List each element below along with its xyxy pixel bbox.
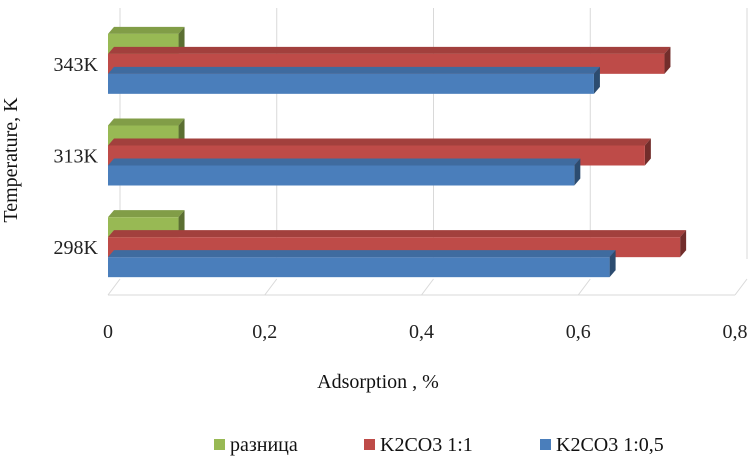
y-tick-labels: 298K 313K 343K — [54, 54, 99, 259]
bar-top-face — [108, 158, 581, 166]
bar-top-face — [108, 210, 185, 218]
bar-313K-K2CO3-1-0-5 — [108, 158, 581, 186]
bar-top-face — [108, 66, 600, 74]
y-tick-label: 343K — [54, 54, 99, 76]
floor-gridline — [734, 278, 748, 296]
legend-swatch — [540, 439, 551, 450]
bar-side-face — [609, 250, 616, 278]
bar-front-face — [108, 73, 594, 94]
bar-top-face — [108, 138, 651, 146]
legend-item: K2CO3 1:1 — [364, 434, 473, 456]
bar-top-face — [108, 26, 185, 34]
bar-side-face — [644, 138, 651, 166]
floor-gridline — [107, 278, 121, 296]
legend-label: K2CO3 1:1 — [380, 434, 473, 456]
bars — [108, 26, 687, 278]
bar-top-face — [108, 46, 671, 54]
y-tick-label: 313K — [54, 146, 99, 168]
bar-top-face — [108, 250, 616, 258]
legend-label: K2CO3 1:0,5 — [556, 434, 664, 456]
x-tick-label: 0 — [103, 321, 113, 343]
bar-side-face — [593, 66, 600, 94]
bar-front-face — [108, 257, 610, 278]
x-tick-label: 0,8 — [723, 321, 748, 343]
gridlines — [119, 8, 748, 259]
legend-swatch — [364, 439, 375, 450]
bar-front-face — [108, 165, 575, 186]
floor-gridline — [264, 278, 278, 296]
legend-item: K2CO3 1:0,5 — [540, 434, 664, 456]
x-tick-label: 0,6 — [566, 321, 591, 343]
bar-top-face — [108, 230, 687, 238]
x-axis-title: Adsorption , % — [317, 371, 439, 393]
bar-side-face — [574, 158, 581, 186]
bar-side-face — [664, 46, 671, 74]
floor-gridline — [421, 278, 434, 296]
y-axis-title: Temperature, K — [0, 97, 22, 223]
x-tick-labels: 0 0,2 0,4 0,6 0,8 — [103, 321, 748, 343]
bar-298K-K2CO3-1-0-5 — [108, 250, 616, 278]
bar-343K-K2CO3-1-0-5 — [108, 66, 600, 94]
chart-floor — [107, 278, 748, 296]
x-tick-label: 0,4 — [409, 321, 434, 343]
y-tick-label: 298K — [54, 237, 99, 259]
bar-side-face — [680, 230, 687, 258]
x-tick-label: 0,2 — [252, 321, 277, 343]
legend-swatch — [214, 439, 225, 450]
floor-gridline — [577, 278, 591, 296]
legend-item: разница — [214, 434, 298, 456]
bar-top-face — [108, 118, 185, 126]
legend-label: разница — [230, 434, 298, 456]
legend: разница K2CO3 1:1 K2CO3 1:0,5 — [214, 434, 664, 456]
